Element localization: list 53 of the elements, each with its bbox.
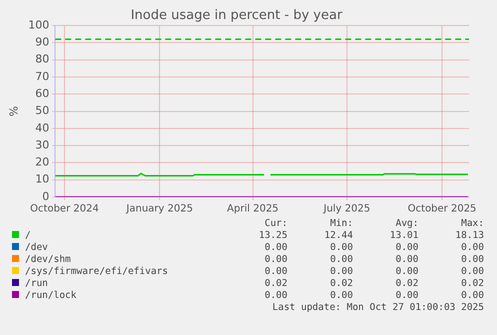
text: 0.00 (329, 242, 354, 254)
legend-label: / (25, 230, 31, 241)
x-tick-label: October 2025 (408, 204, 476, 215)
text: 0.00 (329, 290, 354, 302)
text: 0.02 (460, 278, 485, 290)
y-axis-title: % (7, 106, 20, 117)
x-tick-label: October 2024 (30, 204, 99, 215)
text: 0.00 (264, 266, 288, 278)
text: 0.00 (264, 242, 288, 254)
text: 0.02 (394, 278, 420, 290)
y-tick-label: 50 (35, 104, 50, 118)
text: 0.00 (460, 254, 485, 266)
text: 13.25 (258, 230, 288, 242)
text: 0.00 (329, 266, 354, 278)
y-tick-label: 80 (35, 52, 50, 66)
text: Min: (329, 218, 354, 230)
text: 0.02 (264, 278, 288, 290)
x-tick-label: January 2025 (125, 204, 193, 215)
y-tick-label: 60 (35, 87, 50, 100)
chart-title: Inode usage in percent - by year (130, 8, 343, 24)
legend-label: /sys/firmware/efi/efivars (25, 266, 168, 277)
legend-label: /run/lock (25, 290, 76, 301)
text: 0.00 (264, 254, 288, 266)
text: 0.00 (394, 254, 420, 266)
text: 18.13 (454, 230, 485, 242)
text: Avg: (394, 218, 420, 230)
y-tick-label: 20 (35, 156, 50, 169)
x-tick-label: July 2025 (322, 204, 370, 215)
text: 0.02 (329, 278, 354, 290)
y-tick-label: 30 (35, 138, 50, 152)
text: 13.01 (388, 230, 420, 242)
legend-label: /dev/shm (25, 254, 71, 265)
text: 0.00 (460, 290, 485, 302)
x-tick-label: April 2025 (227, 204, 279, 215)
legend-label: /dev (25, 242, 48, 253)
text: 0.00 (394, 266, 420, 278)
y-tick-label: 70 (35, 70, 50, 83)
y-tick-label: 90 (35, 36, 50, 49)
y-tick-label: 40 (35, 121, 50, 134)
text: 0.00 (394, 242, 420, 254)
text: 0.00 (329, 254, 354, 266)
text: 0.00 (460, 242, 485, 254)
y-tick-label: 0 (42, 190, 50, 203)
text: Max: (460, 218, 485, 230)
text: 0.00 (460, 266, 485, 278)
text: 0.00 (394, 290, 420, 302)
text: 12.44 (323, 230, 354, 242)
text: Last update: Mon Oct 27 01:00:03 2025 (271, 302, 485, 314)
y-tick-label: 100 (28, 18, 50, 32)
text: 0.00 (264, 290, 288, 302)
legend-label: /run (25, 278, 48, 289)
y-tick-label: 10 (35, 172, 50, 186)
text: Cur: (264, 218, 288, 230)
